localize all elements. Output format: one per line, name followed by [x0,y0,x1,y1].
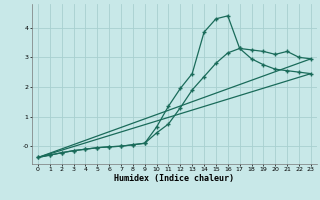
X-axis label: Humidex (Indice chaleur): Humidex (Indice chaleur) [115,174,234,183]
